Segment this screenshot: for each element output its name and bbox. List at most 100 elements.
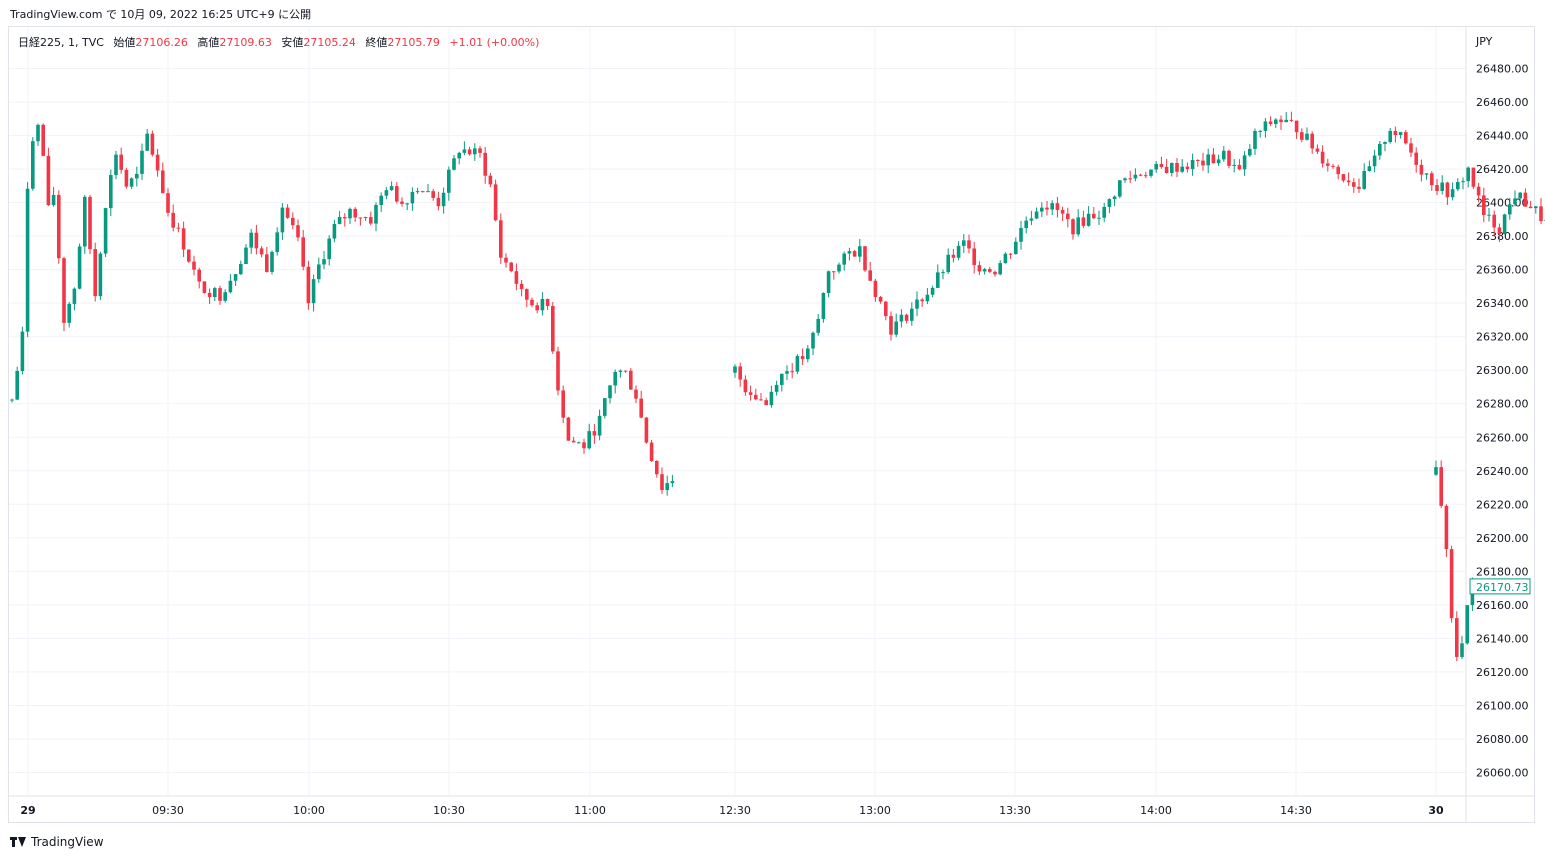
candle <box>925 288 930 305</box>
candle-body <box>1206 154 1210 166</box>
time-tick-label: 12:30 <box>719 804 751 817</box>
candle-body <box>348 208 352 219</box>
candle-body <box>1258 130 1262 132</box>
candle-body <box>192 261 196 270</box>
candle-body <box>816 318 820 333</box>
candle-body <box>1528 206 1533 209</box>
candle-body <box>634 389 638 399</box>
candle-body <box>129 178 134 187</box>
candle <box>920 298 924 307</box>
time-tick-label: 30 <box>1428 804 1444 817</box>
candle <box>1164 158 1169 174</box>
candle <box>1268 116 1273 127</box>
candle <box>1149 169 1153 178</box>
candle <box>410 187 415 211</box>
candle <box>348 207 352 224</box>
candle <box>837 262 841 274</box>
candle-body <box>1289 119 1294 121</box>
candle <box>1159 156 1164 169</box>
candle-body <box>1268 121 1273 125</box>
candle <box>1367 160 1372 172</box>
candle-body <box>57 194 61 259</box>
currency-label: JPY <box>1475 35 1493 48</box>
candle <box>337 210 342 225</box>
candle <box>1055 196 1060 218</box>
candle-body <box>379 195 383 205</box>
candle-body <box>1024 220 1028 229</box>
candle <box>259 246 264 258</box>
candle-body <box>426 191 430 193</box>
candle <box>1170 162 1174 177</box>
candle <box>239 260 243 276</box>
candle <box>483 146 487 184</box>
candle <box>311 274 316 312</box>
candle <box>1144 171 1148 179</box>
time-tick-label: 29 <box>20 804 35 817</box>
price-tick-label: 26480.00 <box>1476 63 1529 76</box>
candle-body <box>1414 152 1418 165</box>
candle-body <box>821 293 826 319</box>
candle-body <box>509 262 513 272</box>
candle <box>431 188 435 201</box>
legend-change: +1.01 (+0.00%) <box>449 36 540 49</box>
candle-body <box>847 251 852 254</box>
candle-body <box>1133 174 1138 179</box>
candle-body <box>899 314 904 322</box>
candle <box>332 219 337 243</box>
candle-body <box>483 152 487 176</box>
candle <box>36 123 40 146</box>
candle-body <box>858 246 862 257</box>
candle <box>1528 200 1533 209</box>
candle <box>421 190 425 193</box>
candle-body <box>1060 209 1065 214</box>
candle <box>223 289 227 303</box>
candle <box>899 309 904 328</box>
candle-body <box>317 264 321 280</box>
candle <box>275 227 279 256</box>
candle-body <box>1393 130 1398 136</box>
candle-body <box>910 308 914 321</box>
candle-body <box>941 272 945 274</box>
candle <box>665 475 669 496</box>
candle-body <box>1034 211 1039 219</box>
candle-body <box>1003 253 1008 264</box>
candle <box>67 301 71 328</box>
candle-body <box>1175 163 1179 172</box>
candle-body <box>556 351 560 391</box>
candle-body <box>1523 192 1528 207</box>
candle <box>353 207 357 222</box>
candle <box>72 287 77 311</box>
candle <box>176 222 181 233</box>
candle-body <box>832 271 836 273</box>
price-tick-label: 26260.00 <box>1476 431 1529 444</box>
candle <box>1175 158 1179 178</box>
candle <box>1476 182 1481 203</box>
candle <box>452 154 456 171</box>
candle-body <box>608 385 612 399</box>
candle-body <box>644 417 649 443</box>
candle-body <box>561 390 565 418</box>
candle-body <box>77 246 82 289</box>
candle <box>1435 178 1439 196</box>
candle-body <box>1341 174 1346 181</box>
candle-body <box>337 217 342 224</box>
candle-body <box>1372 155 1377 167</box>
candle-body <box>197 269 201 282</box>
candle <box>1362 163 1366 190</box>
candle-body <box>1216 159 1221 164</box>
candle-body <box>894 321 898 335</box>
candle-body <box>265 254 269 272</box>
candle-body <box>1029 218 1034 221</box>
candle <box>77 243 82 290</box>
candle <box>1502 213 1507 235</box>
candle <box>915 291 919 317</box>
candle-body <box>1055 203 1060 210</box>
candle <box>587 423 591 450</box>
candle-body <box>1434 467 1438 475</box>
candle <box>655 460 659 478</box>
candle <box>1232 158 1236 173</box>
candle-body <box>1497 227 1502 235</box>
candle-body <box>1435 185 1439 191</box>
candle <box>1508 197 1512 220</box>
